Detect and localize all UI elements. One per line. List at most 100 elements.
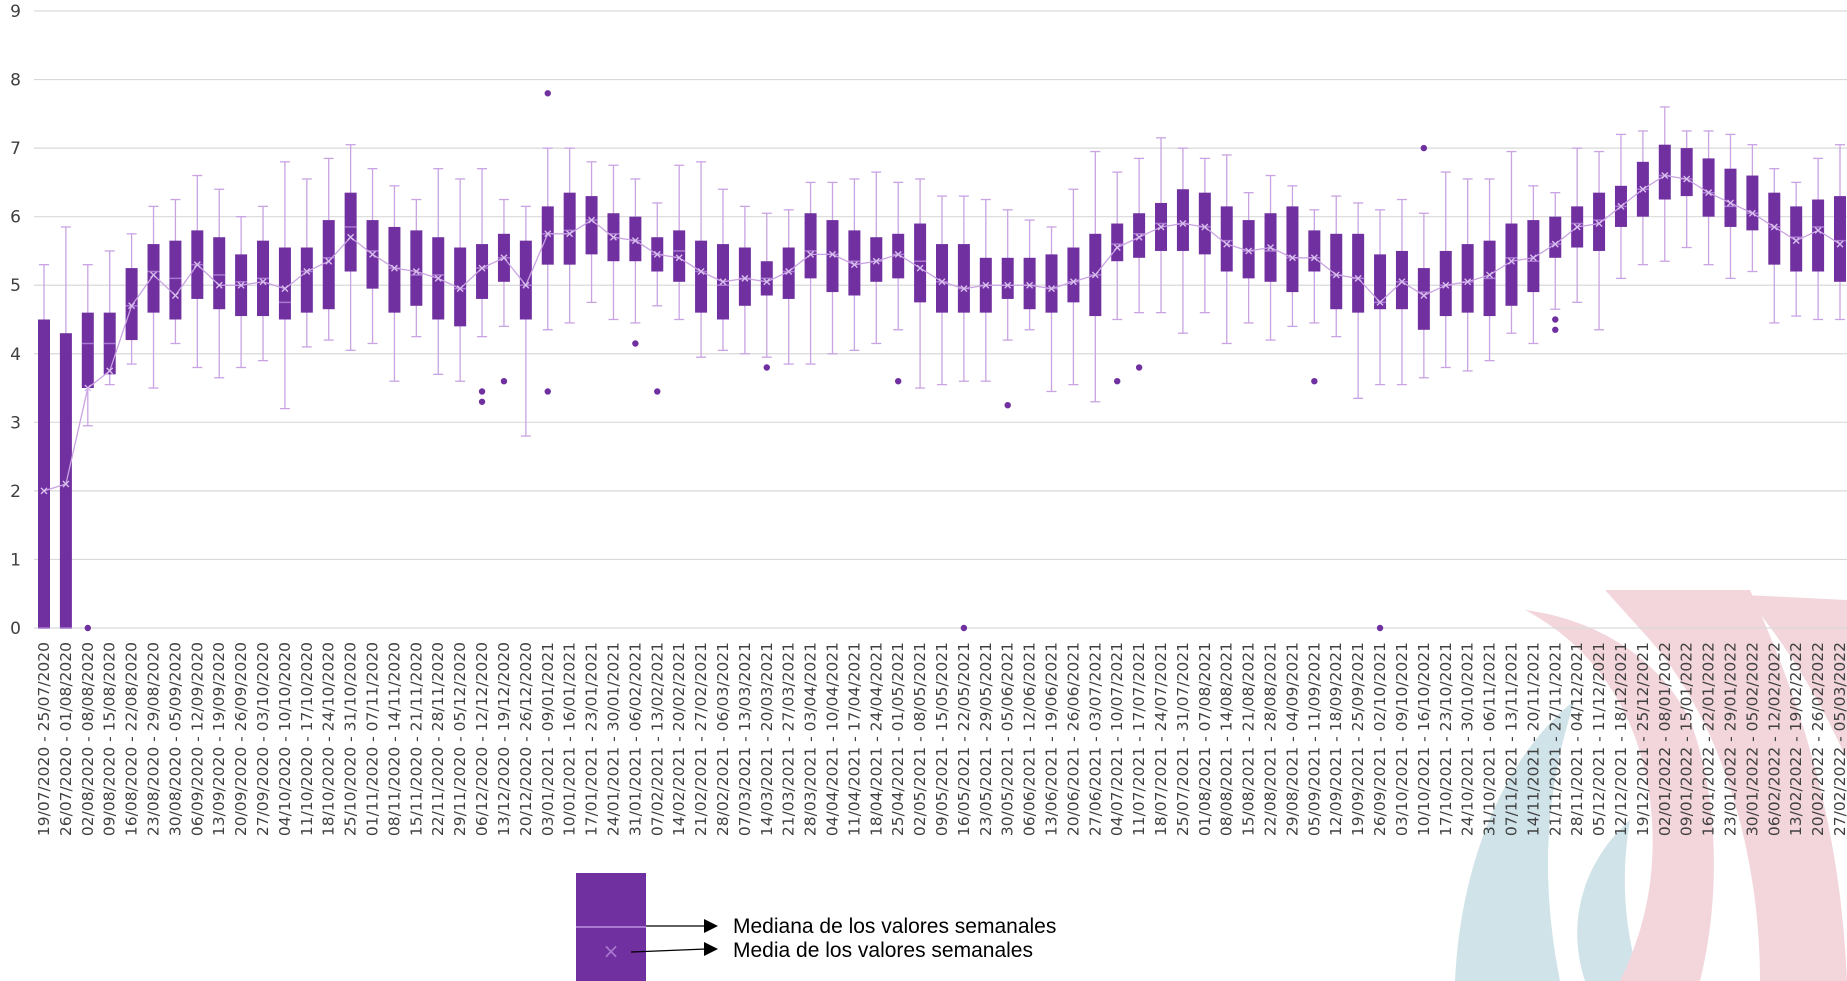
x-tick-label: 25/07/2021 - 31/07/2021: [1174, 642, 1192, 836]
box: [892, 233, 905, 279]
mean-marker: [1376, 298, 1384, 306]
mean-marker: [894, 250, 902, 258]
x-tick-label: 06/09/2020 - 12/09/2020: [188, 642, 206, 836]
y-tick-label: 2: [10, 482, 21, 502]
mean-marker: [84, 384, 92, 392]
box: [1176, 189, 1189, 251]
x-tick-label: 27/06/2021 - 03/07/2021: [1086, 642, 1104, 836]
y-axis-ticks: 0 1 2 3 4 5 6 7 8 9: [10, 2, 21, 639]
x-tick-label: 31/10/2021 - 06/11/2021: [1481, 642, 1499, 836]
mean-marker: [150, 271, 158, 279]
box: [1330, 233, 1343, 310]
box: [1067, 247, 1080, 303]
x-tick-label: 12/12/2021 - 18/12/2021: [1612, 642, 1630, 836]
x-tick-label: 12/09/2021 - 18/09/2021: [1327, 642, 1345, 836]
mean-marker: [171, 292, 179, 300]
mean-marker: [412, 268, 420, 276]
box: [278, 247, 291, 320]
mean-marker: [850, 261, 858, 269]
box: [1045, 254, 1058, 313]
x-tick-label: 04/07/2021 - 10/07/2021: [1108, 642, 1126, 836]
x-tick-label: 03/01/2021 - 09/01/2021: [539, 642, 557, 836]
x-tick-label: 19/12/2021 - 25/12/2021: [1634, 642, 1652, 836]
box: [388, 226, 401, 313]
x-tick-label: 28/03/2021 - 03/04/2021: [802, 642, 820, 836]
x-tick-label: 14/03/2021 - 20/03/2021: [758, 642, 776, 836]
x-tick-label: 07/03/2021 - 13/03/2021: [736, 642, 754, 836]
mean-marker: [347, 233, 355, 241]
x-tick-label: 03/10/2021 - 09/10/2021: [1393, 642, 1411, 836]
x-tick-label: 25/10/2020 - 31/10/2020: [342, 642, 360, 836]
box: [957, 244, 970, 313]
mean-marker: [215, 281, 223, 289]
mean-marker: [982, 281, 990, 289]
mean-marker: [1245, 247, 1253, 255]
x-tick-label: 22/11/2020 - 28/11/2020: [429, 642, 447, 836]
outlier-point: [1135, 364, 1143, 371]
box: [125, 268, 138, 341]
box: [476, 244, 489, 299]
box: [38, 319, 50, 628]
mean-marker: [1792, 237, 1800, 245]
box: [1680, 148, 1693, 197]
x-tick-label: 21/03/2021 - 27/03/2021: [780, 642, 798, 836]
mean-marker: [456, 285, 464, 293]
mean-marker: [1201, 223, 1209, 231]
box: [585, 196, 598, 255]
x-tick-label: 06/06/2021 - 12/06/2021: [1021, 642, 1039, 836]
drop-logo-icon: [1455, 590, 1847, 981]
x-tick-label: 18/04/2021 - 24/04/2021: [867, 642, 885, 836]
x-tick-label: 20/09/2020 - 26/09/2020: [232, 642, 250, 836]
mean-marker: [1814, 226, 1822, 234]
mean-marker: [1507, 257, 1515, 265]
box: [563, 192, 576, 265]
box: [1023, 257, 1036, 310]
y-tick-label: 7: [10, 139, 21, 159]
mean-marker: [62, 480, 70, 488]
outlier-point: [1552, 326, 1559, 333]
outlier-point: [1311, 378, 1318, 385]
mean-marker: [1683, 175, 1691, 183]
x-tick-label: 30/01/2022 - 05/02/2022: [1743, 642, 1761, 836]
x-tick-label: 13/02/2022 - 19/02/2022: [1787, 642, 1805, 836]
mean-marker: [1048, 285, 1056, 293]
box: [1001, 257, 1014, 299]
x-tick-label: 17/01/2021 - 23/01/2021: [583, 642, 601, 836]
outlier-point: [544, 388, 551, 395]
legend-mean-label: Media de los valores semanales: [733, 939, 1033, 962]
y-tick-label: 9: [10, 2, 21, 22]
x-tick-label: 09/01/2022 - 15/01/2022: [1678, 642, 1696, 836]
mean-marker: [1288, 254, 1296, 262]
box: [1308, 230, 1321, 272]
box: [1242, 220, 1255, 279]
box: [59, 333, 72, 628]
y-tick-label: 4: [10, 345, 21, 365]
box: [673, 230, 686, 282]
mean-marker: [1354, 274, 1362, 282]
x-tick-label: 05/12/2021 - 11/12/2021: [1590, 642, 1608, 836]
x-tick-label: 19/07/2020 - 25/07/2020: [35, 642, 53, 836]
box: [848, 230, 861, 296]
x-tick-label: 24/10/2021 - 30/10/2021: [1459, 642, 1477, 836]
box: [826, 220, 839, 293]
mean-marker: [1529, 254, 1537, 262]
x-tick-label: 15/11/2020 - 21/11/2020: [407, 642, 425, 836]
y-tick-label: 5: [10, 276, 21, 296]
box: [870, 237, 883, 282]
mean-marker: [566, 230, 574, 238]
mean-marker: [653, 250, 661, 258]
mean-marker: [390, 264, 398, 272]
x-tick-label: 16/01/2022 - 22/01/2022: [1700, 642, 1718, 836]
box: [1834, 196, 1846, 282]
box: [914, 223, 927, 303]
mean-marker: [697, 268, 705, 276]
mean-marker: [237, 281, 245, 289]
box: [1198, 192, 1211, 255]
box: [1133, 213, 1146, 258]
box: [322, 220, 335, 310]
box: [1658, 144, 1671, 200]
x-tick-label: 02/05/2021 - 08/05/2021: [911, 642, 929, 836]
mean-marker: [40, 487, 48, 495]
mean-marker: [1310, 254, 1318, 262]
mean-marker: [1748, 209, 1756, 217]
